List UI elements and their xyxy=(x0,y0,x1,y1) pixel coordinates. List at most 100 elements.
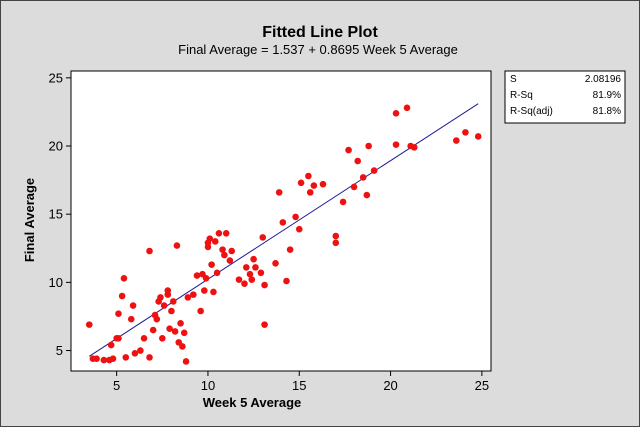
stat-label: R-Sq xyxy=(510,90,533,101)
data-point xyxy=(370,167,378,174)
data-point xyxy=(215,229,223,237)
data-point xyxy=(166,325,173,333)
data-point xyxy=(210,288,217,296)
y-axis: 5 10 15 20 25 xyxy=(49,70,71,358)
data-point xyxy=(295,225,303,233)
data-point xyxy=(206,235,214,243)
data-point xyxy=(226,257,234,264)
y-tick-label: 10 xyxy=(49,275,63,290)
data-point xyxy=(275,189,283,196)
data-point xyxy=(137,347,144,354)
data-point xyxy=(257,269,265,277)
data-point xyxy=(164,287,172,294)
data-point xyxy=(392,109,400,117)
y-axis-label: Final Average xyxy=(22,178,37,262)
data-point xyxy=(332,232,340,240)
data-point xyxy=(180,329,188,337)
chart-title: Fitted Line Plot xyxy=(262,24,378,41)
data-point xyxy=(241,280,248,288)
stats-box: S 2.08196 R-Sq 81.9% R-Sq(adj) 81.8% xyxy=(504,70,626,124)
data-point xyxy=(177,319,184,327)
x-axis: 5 10 15 20 25 xyxy=(113,371,489,393)
data-point xyxy=(411,144,418,151)
stat-value: 81.9% xyxy=(593,90,621,101)
x-tick-label: 5 xyxy=(113,378,120,393)
data-point xyxy=(332,239,340,247)
data-point xyxy=(213,269,221,277)
data-point xyxy=(193,272,201,279)
data-point xyxy=(292,213,299,221)
x-axis-label: Week 5 Average xyxy=(203,395,302,410)
data-point xyxy=(115,310,122,318)
data-point xyxy=(228,247,235,255)
data-point xyxy=(248,276,256,283)
data-point xyxy=(184,294,192,301)
data-point xyxy=(283,277,290,285)
data-point xyxy=(272,259,279,267)
data-point xyxy=(243,264,250,271)
data-point xyxy=(392,141,400,148)
data-point xyxy=(107,341,115,349)
data-point xyxy=(305,172,312,180)
data-point xyxy=(182,358,190,365)
x-tick-label: 15 xyxy=(292,378,306,393)
data-point xyxy=(140,334,148,342)
data-point xyxy=(319,180,327,188)
data-point xyxy=(259,234,267,241)
data-point xyxy=(286,246,294,253)
data-point xyxy=(350,183,358,191)
data-point xyxy=(297,179,305,187)
data-point xyxy=(339,198,347,206)
data-point xyxy=(109,355,117,363)
x-tick-label: 20 xyxy=(383,378,397,393)
y-tick-label: 20 xyxy=(49,139,63,154)
data-point xyxy=(222,229,230,237)
data-point xyxy=(211,238,219,245)
data-point xyxy=(365,142,372,150)
data-point xyxy=(462,129,469,136)
stat-label: S xyxy=(510,74,517,85)
data-point xyxy=(246,270,254,278)
data-point xyxy=(252,264,259,271)
x-tick-label: 25 xyxy=(475,378,489,393)
stat-value: 81.8% xyxy=(593,106,621,117)
data-point xyxy=(157,294,164,301)
data-point xyxy=(179,343,186,350)
data-point xyxy=(453,137,460,144)
data-point xyxy=(160,302,168,309)
data-point xyxy=(201,287,208,294)
data-point xyxy=(169,298,177,305)
stat-value: 2.08196 xyxy=(585,74,622,85)
stat-label: R-Sq(adj) xyxy=(510,106,553,117)
data-point xyxy=(171,328,179,335)
data-point xyxy=(235,276,243,283)
data-point xyxy=(279,219,287,226)
data-point xyxy=(129,302,137,309)
data-point xyxy=(250,255,257,263)
data-point xyxy=(115,334,122,342)
x-tick-label: 10 xyxy=(201,378,215,393)
data-point xyxy=(118,292,126,300)
data-point xyxy=(85,321,93,328)
data-point xyxy=(146,247,153,255)
data-point xyxy=(310,182,318,189)
y-tick-label: 5 xyxy=(56,343,63,358)
data-point xyxy=(219,246,226,253)
data-point xyxy=(173,242,181,249)
data-point xyxy=(120,274,128,282)
data-point xyxy=(93,355,100,363)
data-point xyxy=(159,334,166,342)
data-point xyxy=(354,157,361,165)
data-point xyxy=(261,321,268,328)
data-point xyxy=(221,251,228,259)
data-point xyxy=(149,326,157,334)
data-point xyxy=(197,307,204,315)
data-point xyxy=(131,349,139,357)
y-tick-label: 25 xyxy=(49,70,63,85)
data-point xyxy=(474,133,482,140)
data-point xyxy=(202,274,210,282)
data-points xyxy=(85,104,482,365)
chart-subtitle: Final Average = 1.537 + 0.8695 Week 5 Av… xyxy=(178,42,458,57)
